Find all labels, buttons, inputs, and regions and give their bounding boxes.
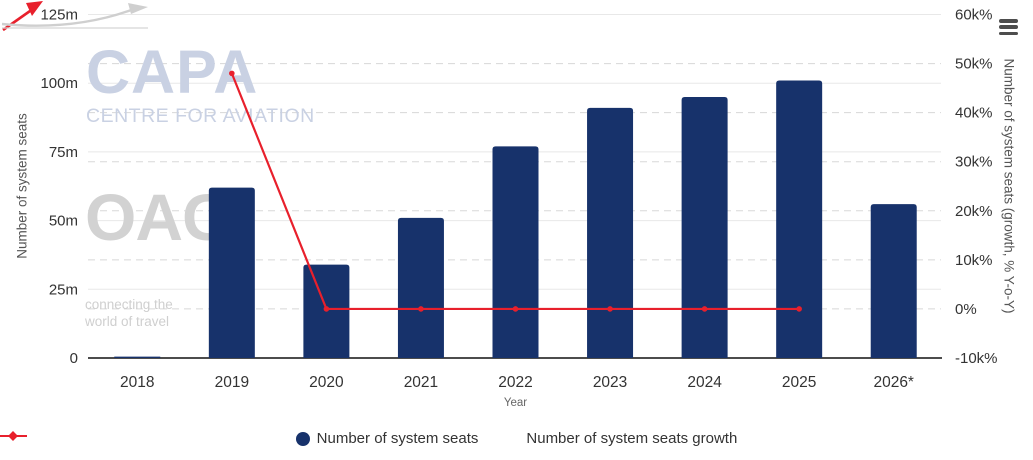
bar-2023[interactable] — [587, 107, 634, 358]
growth-legend-label: Number of system seats growth — [526, 430, 738, 447]
hamburger-icon — [999, 25, 1018, 29]
axis-tick-label: 2025 — [782, 374, 816, 391]
axis-tick-label: 40k% — [955, 105, 993, 122]
seats-legend-label: Number of system seats — [316, 430, 479, 447]
left-axis-title: Number of system seats — [14, 113, 30, 259]
growth-point-2023[interactable] — [607, 306, 613, 312]
bar-2024[interactable] — [681, 96, 728, 358]
axis-tick-label: 2020 — [309, 374, 344, 391]
oag-swoosh-icon — [1, 3, 148, 29]
x-axis-title: Year — [503, 397, 528, 409]
chart-legend: Number of system seats Number of system … — [0, 430, 1033, 447]
growth-point-2020[interactable] — [323, 306, 330, 312]
axis-tick-label: 20k% — [955, 203, 993, 220]
growth-point-2024[interactable] — [701, 306, 708, 312]
capa-arrow-icon — [2, 1, 43, 32]
bar-2025[interactable] — [776, 80, 823, 359]
bar-2018[interactable] — [114, 356, 161, 358]
axis-tick-label: 100m — [40, 75, 78, 92]
legend-item-growth[interactable]: Number of system seats growth — [0, 430, 738, 447]
axis-tick-label: 2024 — [687, 374, 722, 391]
hamburger-icon — [999, 31, 1018, 35]
axis-tick-label: 10k% — [955, 252, 993, 269]
growth-point-2021[interactable] — [418, 306, 424, 312]
bar-2022[interactable] — [492, 146, 539, 358]
axis-tick-label: 75m — [49, 144, 78, 161]
capa-logo-text: CAPA — [86, 38, 259, 106]
axis-tick-label: -10k% — [955, 350, 998, 367]
axis-tick-label: 2019 — [215, 374, 249, 391]
right-axis-title: Number of system seats (growth, % Y-o-Y) — [1001, 58, 1017, 314]
bar-2019[interactable] — [208, 187, 255, 358]
chart-menu-button[interactable] — [999, 19, 1018, 35]
axis-tick-label: 2022 — [498, 374, 532, 391]
axis-tick-label: 50m — [49, 213, 78, 230]
growth-point-2025[interactable] — [796, 306, 802, 312]
axis-tick-label: 2021 — [404, 374, 438, 391]
axis-tick-label: 0 — [70, 350, 78, 367]
growth-point-2022[interactable] — [512, 306, 519, 312]
seats-legend-marker-icon — [295, 431, 310, 446]
axis-tick-label: 0% — [955, 301, 977, 318]
legend-item-seats[interactable]: Number of system seats — [295, 430, 479, 447]
axis-tick-label: 2023 — [593, 374, 627, 391]
axis-tick-label: 50k% — [955, 56, 993, 73]
growth-legend-marker-icon — [0, 431, 27, 441]
oag-tagline: connecting the world of travel — [85, 297, 173, 329]
axis-tick-label: 25m — [49, 281, 78, 298]
axis-tick-label: 30k% — [955, 154, 993, 171]
axis-tick-label: 2026* — [873, 374, 914, 391]
hamburger-icon — [999, 19, 1018, 23]
growth-point-2019[interactable] — [229, 70, 235, 77]
bar-2026*[interactable] — [870, 204, 917, 358]
bar-2021[interactable] — [397, 217, 444, 358]
oag-watermark: OAG® connecting the world of travel — [85, 184, 242, 331]
capa-watermark: CAPA CENTRE FOR AVIATION — [86, 42, 315, 127]
axis-tick-label: 60k% — [955, 7, 993, 24]
capa-logo-subtitle: CENTRE FOR AVIATION — [86, 105, 315, 127]
axis-tick-label: 2018 — [120, 374, 154, 391]
axis-tick-label: 125m — [40, 7, 78, 24]
